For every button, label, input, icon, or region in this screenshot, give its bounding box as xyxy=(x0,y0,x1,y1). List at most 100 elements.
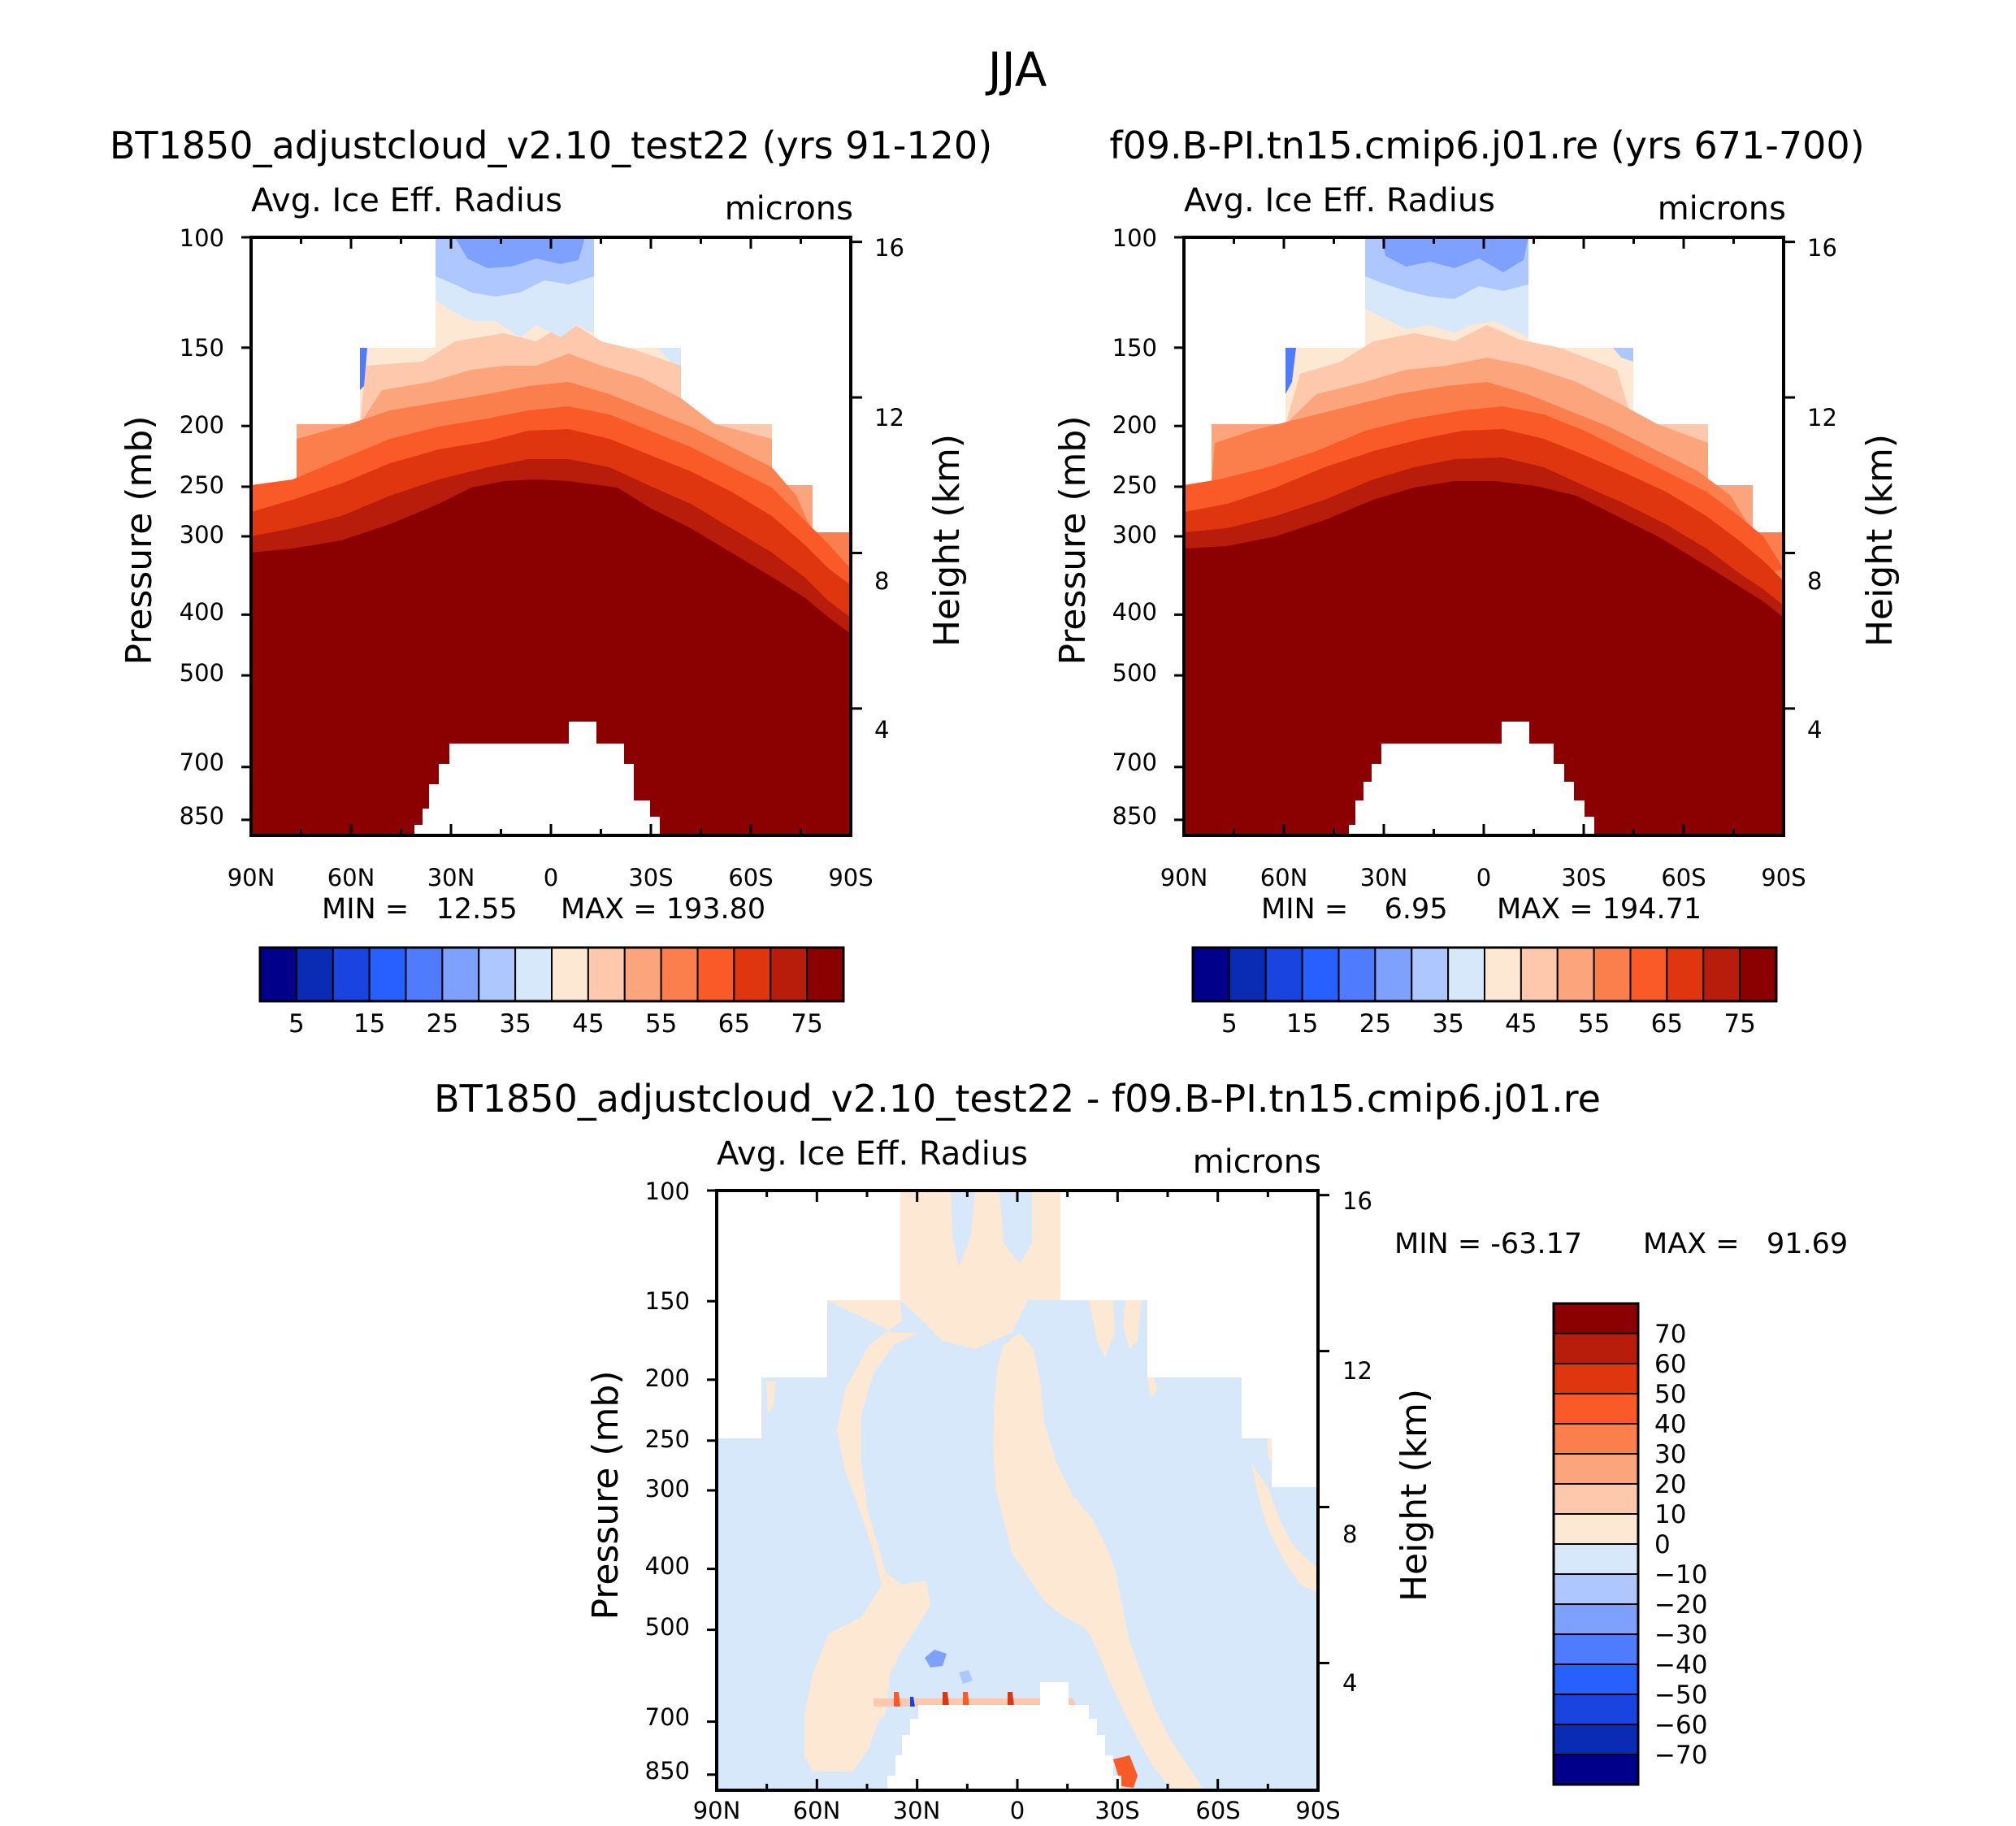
colorbar-label: 75 xyxy=(791,1009,822,1039)
y2-tick-label: 12 xyxy=(874,404,904,432)
panel-top-right: f09.B-PI.tn15.cmip6.j01.re (yrs 671-700)… xyxy=(1052,124,1901,1039)
colorbar-swatch xyxy=(1192,947,1230,1002)
y-axis-labels: 100 150 200 250 300 400 500 700 850 xyxy=(645,1178,690,1785)
colorbar-swatch xyxy=(1553,1333,1639,1364)
y2-tick-label: 12 xyxy=(1342,1357,1372,1385)
colorbar-label: 40 xyxy=(1654,1410,1686,1439)
colorbar-label: 5 xyxy=(288,1009,305,1039)
colorbar-swatch xyxy=(660,947,699,1002)
y-tick-label: 100 xyxy=(645,1178,690,1205)
y-tick-label: 500 xyxy=(645,1613,690,1641)
y-tick-label: 100 xyxy=(1112,224,1157,252)
y2-tick-label: 16 xyxy=(1342,1187,1372,1215)
colorbar-swatch xyxy=(332,947,371,1002)
units-label: microns xyxy=(725,190,853,228)
max-value: MAX = 194.71 xyxy=(1497,893,1702,926)
colorbar-swatch xyxy=(1553,1363,1639,1394)
colorbar-swatch xyxy=(1553,1543,1639,1575)
y-tick-label: 150 xyxy=(1112,334,1157,362)
colorbar-swatch xyxy=(623,947,662,1002)
colorbar-label: 55 xyxy=(645,1009,677,1039)
colorbar-label: 75 xyxy=(1723,1009,1755,1039)
colorbar-frame xyxy=(1191,946,1778,1003)
colorbar-swatch xyxy=(1739,947,1777,1002)
panel-bottom: BT1850_adjustcloud_v2.10_test22 - f09.B-… xyxy=(434,1077,1848,1824)
colorbar-label: 70 xyxy=(1654,1320,1686,1349)
y-tick-label: 400 xyxy=(1112,598,1157,626)
colorbar-label: −50 xyxy=(1654,1681,1707,1710)
colorbar-label: −70 xyxy=(1654,1741,1707,1770)
y-tick-label: 500 xyxy=(180,659,224,687)
colorbar-swatch xyxy=(733,947,772,1002)
colorbar-swatch xyxy=(1447,947,1485,1002)
y-tick-label: 200 xyxy=(645,1364,690,1392)
colorbar-label: −30 xyxy=(1654,1620,1707,1650)
min-value: MIN = 12.55 xyxy=(322,893,518,926)
colorbar-label: 20 xyxy=(1654,1470,1686,1499)
y-tick-label: 100 xyxy=(180,224,224,252)
contour-field xyxy=(251,237,851,835)
colorbar-swatch xyxy=(1264,947,1303,1002)
y-tick-label: 850 xyxy=(1112,802,1157,830)
x-tick-label: 60N xyxy=(327,864,375,891)
axis-ticks xyxy=(1174,236,1795,835)
colorbar-label: 55 xyxy=(1578,1009,1610,1039)
colorbar-swatch xyxy=(696,947,735,1002)
x-tick-label: 60S xyxy=(728,864,773,891)
colorbar-label: 65 xyxy=(718,1009,750,1039)
y2-tick-label: 16 xyxy=(874,234,904,262)
colorbar-frame xyxy=(1552,1302,1640,1786)
colorbar-swatch xyxy=(405,947,444,1002)
y2-axis-labels: 16 12 8 4 xyxy=(1342,1187,1372,1697)
x-tick-label: 30S xyxy=(628,864,673,891)
colorbar-swatch xyxy=(1553,1513,1639,1545)
colorbar-swatch xyxy=(441,947,480,1002)
colorbar-swatch xyxy=(1553,1573,1639,1605)
colorbar-label: −40 xyxy=(1654,1650,1707,1680)
y-tick-label: 300 xyxy=(645,1475,690,1503)
colorbar-swatch xyxy=(478,947,517,1002)
units-label: microns xyxy=(1193,1143,1321,1181)
y-tick-label: 700 xyxy=(645,1703,690,1731)
colorbar-swatch xyxy=(806,947,844,1002)
y-axis-title: Pressure (mb) xyxy=(119,416,160,666)
colorbar-label: 60 xyxy=(1654,1350,1686,1379)
y-tick-label: 500 xyxy=(1112,659,1157,687)
y2-tick-label: 12 xyxy=(1807,404,1837,432)
y-tick-label: 700 xyxy=(180,748,224,776)
y2-tick-label: 8 xyxy=(1342,1520,1357,1548)
colorbar-label: 35 xyxy=(499,1009,531,1039)
y-tick-label: 250 xyxy=(1112,471,1157,499)
colorbar-label: 50 xyxy=(1654,1380,1686,1409)
axis-ticks xyxy=(241,236,862,835)
colorbar-swatch xyxy=(1374,947,1413,1002)
colorbar-label: 65 xyxy=(1651,1009,1683,1039)
max-value: MAX = 193.80 xyxy=(561,893,765,926)
colorbar-swatch xyxy=(1553,1423,1639,1455)
colorbar-label: 15 xyxy=(1286,1009,1318,1039)
colorbar-label: −60 xyxy=(1654,1711,1707,1740)
colorbar-swatch xyxy=(1553,1754,1639,1785)
colorbar: 5 15 25 35 45 55 65 75 xyxy=(1191,946,1778,1039)
colorbar-swatch xyxy=(1593,947,1632,1002)
colorbar-swatch xyxy=(1629,947,1668,1002)
units-label: microns xyxy=(1658,190,1786,228)
colorbar-swatch xyxy=(1553,1633,1639,1665)
x-tick-label: 90N xyxy=(1160,864,1208,891)
x-tick-label: 30N xyxy=(893,1797,941,1824)
x-tick-label: 30N xyxy=(1360,864,1408,891)
x-tick-label: 90N xyxy=(228,864,275,891)
y-tick-label: 300 xyxy=(1112,521,1157,549)
x-tick-label: 0 xyxy=(1010,1797,1025,1824)
y-tick-label: 300 xyxy=(180,521,224,549)
y2-axis-title: Height (km) xyxy=(1394,1389,1435,1602)
figure-title: JJA xyxy=(986,42,1047,98)
y-axis-labels: 100 150 200 250 300 400 500 700 850 xyxy=(180,224,224,830)
max-value: MAX = 91.69 xyxy=(1643,1228,1848,1260)
y-tick-label: 150 xyxy=(645,1287,690,1315)
y2-tick-label: 8 xyxy=(874,567,889,595)
colorbar-label: 25 xyxy=(1359,1009,1391,1039)
colorbar-swatch xyxy=(1553,1724,1639,1755)
